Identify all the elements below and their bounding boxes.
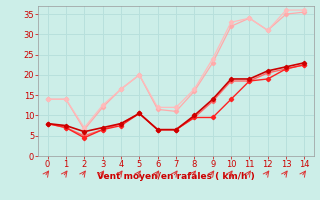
X-axis label: Vent moyen/en rafales ( km/h ): Vent moyen/en rafales ( km/h ): [97, 172, 255, 181]
